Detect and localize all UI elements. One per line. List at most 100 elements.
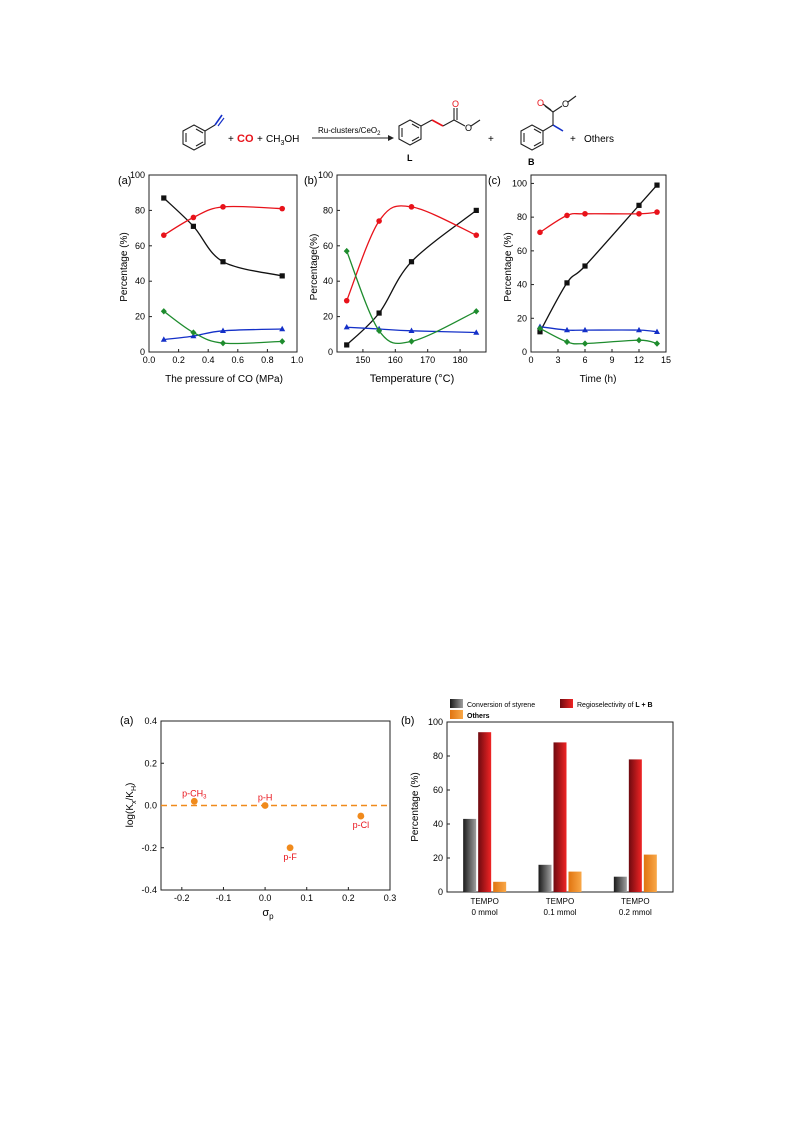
- x-tick-label: 0.8: [261, 355, 274, 365]
- data-point-diamond: [279, 338, 286, 345]
- data-point-diamond: [190, 329, 197, 336]
- y-tick-label: 60: [135, 241, 145, 251]
- y-tick-label: 80: [517, 212, 527, 222]
- co-reagent: CO: [237, 133, 254, 145]
- x-tick-label: 15: [661, 355, 671, 365]
- y-tick-label: 0.0: [144, 801, 157, 811]
- product-L-label: L: [407, 153, 413, 163]
- y-tick-label: 0: [522, 347, 527, 357]
- legend-label-others: Others: [467, 713, 490, 720]
- data-point-square: [408, 259, 415, 265]
- x-tick-label: 12: [634, 355, 644, 365]
- category-label: 0.2 mmol: [619, 908, 652, 917]
- chart-temperature-body: 0 20 40 60 80 100 150 160 170 180: [318, 170, 487, 365]
- data-point-circle: [220, 204, 226, 210]
- bar-regio: [478, 732, 492, 892]
- x-tick-label: -0.1: [216, 893, 232, 903]
- data-point-square: [376, 310, 382, 316]
- series-line: [346, 205, 477, 301]
- data-point-diamond: [636, 337, 642, 344]
- bar-conversion: [538, 864, 552, 892]
- category-label: TEMPO: [546, 897, 574, 906]
- chart-pressure: (a) 0 20 40 60 80 100 0.0 0.2 0.4 0.6 0.8 1.0 The p…: [118, 170, 303, 385]
- category-label: 0 mmol: [472, 908, 498, 917]
- data-point-circle: [376, 218, 382, 224]
- data-point-triangle: [408, 327, 415, 333]
- data-point-diamond: [220, 339, 226, 347]
- y-tick-label: 100: [512, 178, 527, 188]
- x-tick-label: 3: [555, 355, 560, 365]
- carbonyl-oxygen-B: O: [537, 98, 544, 108]
- chart-hammett-body: -0.4 -0.2 0.0 0.2 0.4 -0.2 -0.1 0.0 0.1 0.2 0.3 p-C…: [141, 716, 396, 903]
- category-label: TEMPO: [470, 897, 498, 906]
- data-point-triangle: [343, 324, 350, 330]
- y-tick-label: 40: [517, 280, 527, 290]
- reaction-scheme: + CO + CH3OH Ru-clusters/CeO2 O O L +: [182, 95, 614, 167]
- y-tick-label: -0.4: [141, 885, 157, 895]
- point-label: p-CH3: [182, 788, 207, 800]
- y-tick-label: 60: [323, 241, 333, 251]
- data-point-triangle: [636, 326, 642, 333]
- legend-label-regio: Regioselectivity of L + B: [577, 702, 653, 709]
- x-axis-title: Time (h): [580, 374, 617, 385]
- data-point-diamond: [160, 308, 167, 315]
- y-tick-label: 20: [135, 312, 145, 322]
- y-tick-label: 60: [517, 246, 527, 256]
- data-point-circle: [636, 210, 642, 217]
- data-point-circle: [473, 232, 480, 238]
- x-tick-label: 0.4: [202, 355, 215, 365]
- y-tick-label: 40: [433, 819, 443, 829]
- x-tick-label: 0.1: [300, 893, 313, 903]
- y-axis-title: Percentage (%): [503, 232, 514, 301]
- data-point: [190, 797, 198, 805]
- data-point: [286, 844, 294, 852]
- series-line: [163, 205, 283, 236]
- y-tick-label: 80: [323, 205, 333, 215]
- data-point-triangle: [582, 326, 588, 333]
- data-point-square: [582, 263, 588, 269]
- methanol-reagent: CH3OH: [266, 134, 299, 147]
- y-tick-label: 40: [323, 276, 333, 286]
- x-axis-title: Temperature (°C): [370, 373, 454, 385]
- data-point-diamond: [376, 327, 383, 334]
- legend: Conversion of styrene Regioselectivity o…: [450, 699, 653, 720]
- x-tick-label: 1.0: [291, 355, 304, 365]
- data-point-square: [564, 280, 570, 286]
- series-line: [346, 209, 477, 346]
- ester-oxygen-L: O: [465, 123, 472, 133]
- chart-pressure-body: 0 20 40 60 80 100 0.0 0.2 0.4 0.6 0.8 1.0: [130, 170, 303, 365]
- y-tick-label: 100: [130, 170, 145, 180]
- data-point-triangle: [473, 329, 480, 335]
- series-line: [163, 328, 283, 341]
- y-tick-label: 0: [140, 347, 145, 357]
- y-tick-label: 0: [438, 887, 443, 897]
- x-tick-label: -0.2: [174, 893, 190, 903]
- linear-ester-structure: [398, 108, 481, 146]
- data-point-circle: [537, 229, 543, 236]
- plot-frame: [148, 174, 298, 353]
- data-point-circle: [654, 209, 660, 215]
- series-line: [163, 310, 283, 345]
- data-point: [357, 812, 365, 820]
- data-point-diamond: [564, 338, 570, 346]
- chart-tempo-body: 0 20 40 60 80 100 TEMPO 0 mmol TEMPO 0.1 mmol TEMP…: [428, 717, 674, 917]
- reaction-arrow: [312, 135, 394, 141]
- data-point-diamond: [473, 308, 480, 315]
- data-point-square: [344, 342, 350, 348]
- data-point: [261, 802, 269, 809]
- point-label: p-Cl: [353, 820, 370, 830]
- bar-others: [568, 871, 582, 892]
- product-B-label: B: [528, 157, 535, 167]
- data-point-circle: [343, 297, 350, 304]
- data-point-square: [537, 329, 543, 335]
- data-point-circle: [190, 214, 197, 221]
- data-point-triangle: [279, 325, 286, 332]
- series-line: [163, 197, 283, 277]
- y-tick-label: 20: [433, 853, 443, 863]
- chart-hammett: (a) -0.4 -0.2 0.0 0.2 0.4 -0.2 -0.1 0.0 0.1 0.2 0.…: [120, 715, 396, 921]
- y-tick-label: 0.4: [144, 716, 157, 726]
- data-point-triangle: [564, 326, 570, 333]
- x-axis-title: σp: [262, 907, 274, 921]
- data-point-diamond: [537, 325, 543, 332]
